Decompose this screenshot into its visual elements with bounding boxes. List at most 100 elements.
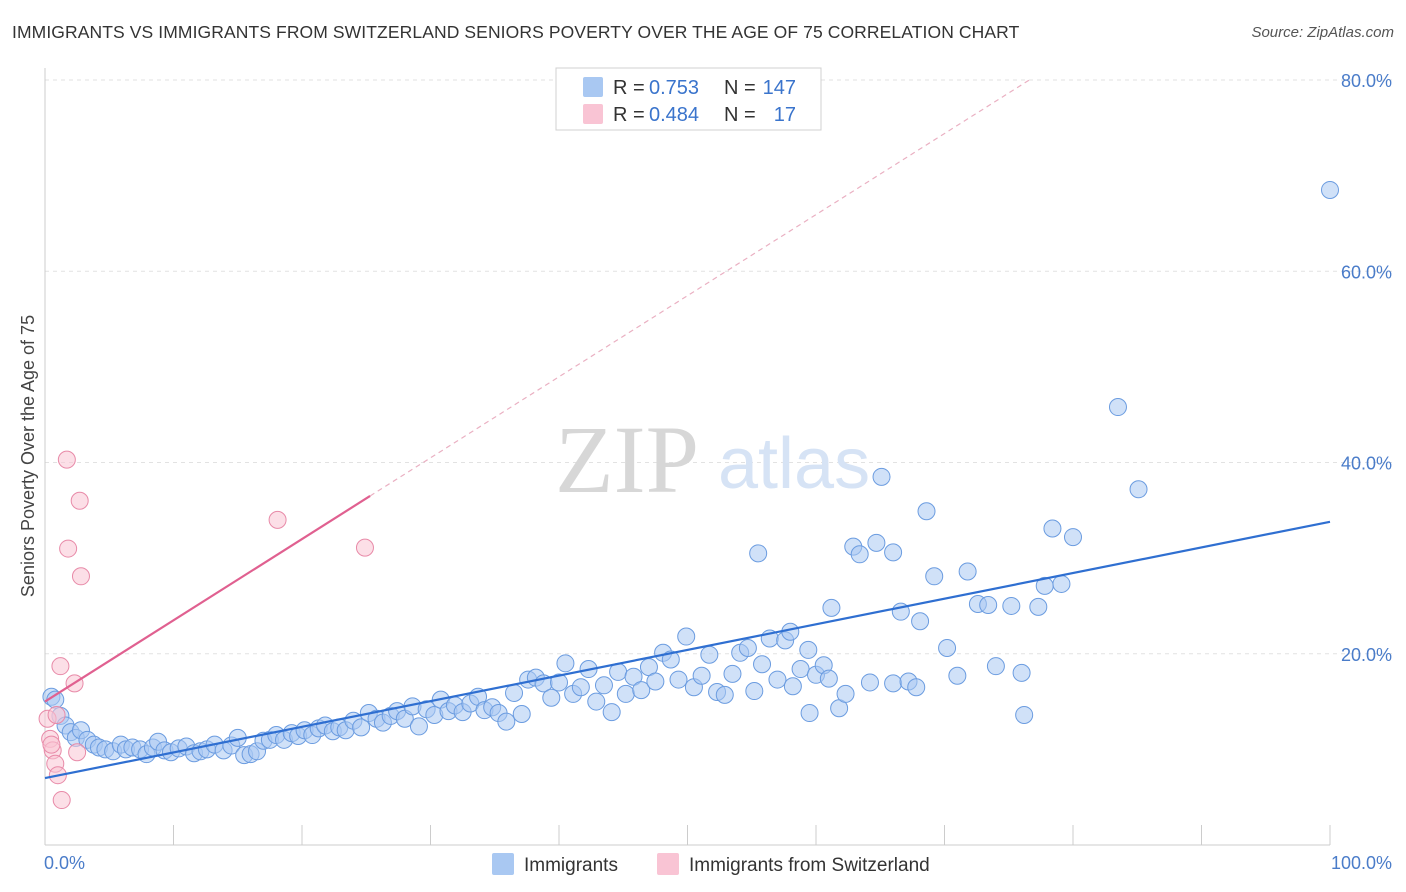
watermark-zip: ZIP xyxy=(555,406,699,513)
data-point xyxy=(47,705,66,724)
legend-label-immigrants: Immigrants xyxy=(524,855,618,876)
data-point xyxy=(925,567,944,586)
gridlines xyxy=(45,79,1392,655)
data-point xyxy=(624,667,643,686)
data-point xyxy=(70,491,89,510)
data-point xyxy=(753,655,772,674)
data-point xyxy=(632,681,651,700)
data-point xyxy=(749,544,768,563)
data-point xyxy=(850,545,869,564)
x-ticks xyxy=(173,825,1331,845)
data-point xyxy=(799,640,818,659)
x-tick-label-min: 0.0% xyxy=(44,853,85,873)
stats-r-value-2: 0.484 xyxy=(649,104,699,126)
stats-r-label-2: R = xyxy=(613,104,645,126)
data-point xyxy=(677,627,696,646)
chart-title: IMMIGRANTS VS IMMIGRANTS FROM SWITZERLAN… xyxy=(12,22,1020,42)
legend-swatch-switzerland xyxy=(657,853,679,875)
data-point xyxy=(911,612,930,631)
trend-line-extension xyxy=(369,79,1030,497)
series-switzerland-points xyxy=(38,450,374,810)
data-point xyxy=(602,703,621,722)
data-point xyxy=(512,704,531,723)
y-tick-label: 80.0% xyxy=(1341,71,1392,91)
data-point xyxy=(51,657,70,676)
data-point xyxy=(1052,574,1071,593)
data-point xyxy=(669,670,688,689)
data-point xyxy=(59,539,78,558)
stats-n-value-2: 17 xyxy=(774,104,796,126)
data-point xyxy=(52,791,71,810)
data-point xyxy=(68,743,87,762)
data-point xyxy=(1029,597,1048,616)
data-point xyxy=(1108,398,1127,417)
source-label: Source: ZipAtlas.com xyxy=(1251,24,1394,41)
data-point xyxy=(1064,528,1082,547)
data-point xyxy=(587,692,606,711)
data-point xyxy=(1015,705,1034,724)
data-point xyxy=(783,677,802,696)
data-point xyxy=(948,666,967,685)
data-point xyxy=(986,657,1005,676)
data-point xyxy=(505,683,524,702)
series-legend: Immigrants Immigrants from Switzerland xyxy=(492,853,930,876)
data-point xyxy=(1043,519,1062,538)
data-point xyxy=(497,712,516,731)
data-point xyxy=(938,639,957,658)
stats-n-label-1: N = xyxy=(724,77,756,99)
data-point xyxy=(71,567,90,586)
data-point xyxy=(550,673,568,692)
data-point xyxy=(542,688,561,707)
trend-lines xyxy=(44,79,1331,780)
stats-r-value-1: 0.753 xyxy=(649,77,699,99)
data-point xyxy=(355,538,374,557)
data-point xyxy=(745,682,764,701)
data-point xyxy=(1012,663,1031,682)
stats-legend-swatch-immigrants xyxy=(583,77,603,97)
legend-label-switzerland: Immigrants from Switzerland xyxy=(689,855,930,876)
data-point xyxy=(822,598,841,617)
legend-swatch-immigrants xyxy=(492,853,514,875)
data-point xyxy=(1321,180,1339,199)
data-point xyxy=(768,670,787,689)
stats-r-label-1: R = xyxy=(613,77,645,99)
trend-line xyxy=(44,520,1331,780)
data-point xyxy=(409,717,428,736)
data-point xyxy=(907,678,926,697)
data-point xyxy=(836,684,855,703)
y-tick-labels: 20.0% 40.0% 60.0% 80.0% xyxy=(1341,71,1392,665)
data-point xyxy=(872,467,891,486)
data-point xyxy=(616,684,635,703)
data-point xyxy=(723,664,742,683)
stats-legend: R = 0.753 N = 147 R = 0.484 N = 17 xyxy=(555,67,822,131)
data-point xyxy=(661,650,680,669)
data-point xyxy=(979,595,998,614)
y-tick-label: 40.0% xyxy=(1341,454,1392,474)
trend-line xyxy=(44,495,371,703)
data-point xyxy=(571,678,590,697)
data-point xyxy=(692,666,711,685)
data-point xyxy=(352,718,371,737)
watermark: ZIP atlas xyxy=(555,406,870,513)
data-point xyxy=(42,735,61,754)
stats-n-value-1: 147 xyxy=(763,77,796,99)
data-point xyxy=(556,654,575,673)
data-point xyxy=(800,704,819,723)
data-point xyxy=(860,673,879,692)
data-point xyxy=(594,676,613,695)
data-point xyxy=(715,685,734,704)
data-point xyxy=(884,543,903,562)
data-point xyxy=(867,533,886,552)
data-point xyxy=(268,510,287,529)
x-tick-label-max: 100.0% xyxy=(1331,853,1392,873)
data-point xyxy=(884,674,903,693)
data-point xyxy=(1129,480,1148,499)
y-tick-label: 60.0% xyxy=(1341,262,1392,282)
data-point xyxy=(781,622,800,641)
stats-n-label-2: N = xyxy=(724,104,756,126)
data-point xyxy=(791,660,810,679)
y-tick-label: 20.0% xyxy=(1341,645,1392,665)
y-axis-label: Seniors Poverty Over the Age of 75 xyxy=(18,315,38,597)
data-point xyxy=(738,639,757,658)
